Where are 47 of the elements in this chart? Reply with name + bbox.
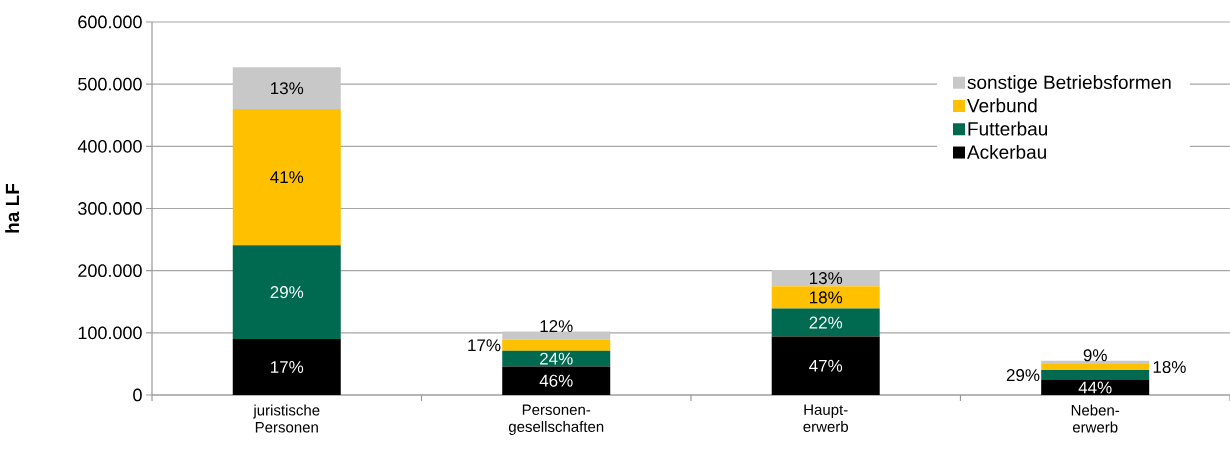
annotation: 12% <box>540 320 573 333</box>
bar <box>232 245 341 340</box>
bar <box>232 109 341 246</box>
annotation: 46% <box>539 374 573 387</box>
annotation: 29% <box>1006 369 1040 382</box>
annotation: 44% <box>1078 381 1112 394</box>
y-tick-label: 400.000 <box>77 139 142 153</box>
annotation: 29% <box>270 286 304 299</box>
annotation: 17% <box>468 339 501 352</box>
annotation: 22% <box>809 316 843 329</box>
bar <box>1041 370 1150 381</box>
x-tick-label: Neben-erwerb <box>1071 404 1120 433</box>
annotation: 18% <box>810 291 843 304</box>
annotation: 41% <box>270 171 304 184</box>
bar <box>502 366 611 395</box>
y-axis-title: ha LF <box>5 183 20 233</box>
bar <box>1041 360 1150 364</box>
annotation: 13% <box>271 82 304 95</box>
y-tick-label: 600.000 <box>78 15 142 29</box>
bar <box>771 336 880 395</box>
x-tick-label: Haupt-erwerb <box>803 404 849 432</box>
y-tick-label: 500.000 <box>78 77 142 91</box>
annotation: 9% <box>1083 349 1107 362</box>
bar <box>232 67 341 110</box>
annotation: 47% <box>809 359 843 372</box>
annotation: 24% <box>540 352 573 365</box>
annotation: 18% <box>1153 360 1186 374</box>
bar <box>771 270 880 287</box>
annotation: 17% <box>271 361 304 373</box>
bar <box>771 308 880 337</box>
y-tick-label: 0 <box>133 388 142 402</box>
bar <box>502 339 611 351</box>
annotation: 13% <box>810 272 843 285</box>
legend-label: Ackerbau <box>967 144 1046 159</box>
bar <box>1041 380 1150 395</box>
bar <box>1041 363 1150 371</box>
x-tick-label: Personen-gesellschaften <box>508 404 604 435</box>
x-tick-label: juristische Personen <box>253 404 320 433</box>
legend-label: Verbund <box>967 98 1037 113</box>
bar <box>502 331 611 340</box>
y-tick-label: 200.000 <box>78 264 142 278</box>
bar <box>232 339 341 395</box>
bar <box>771 286 880 309</box>
y-tick-label: 300.000 <box>78 202 142 215</box>
y-tick-label: 100.000 <box>78 326 142 340</box>
legend-label: sonstige Betriebsformen <box>967 75 1171 93</box>
legend-label: Futterbau <box>968 121 1048 136</box>
